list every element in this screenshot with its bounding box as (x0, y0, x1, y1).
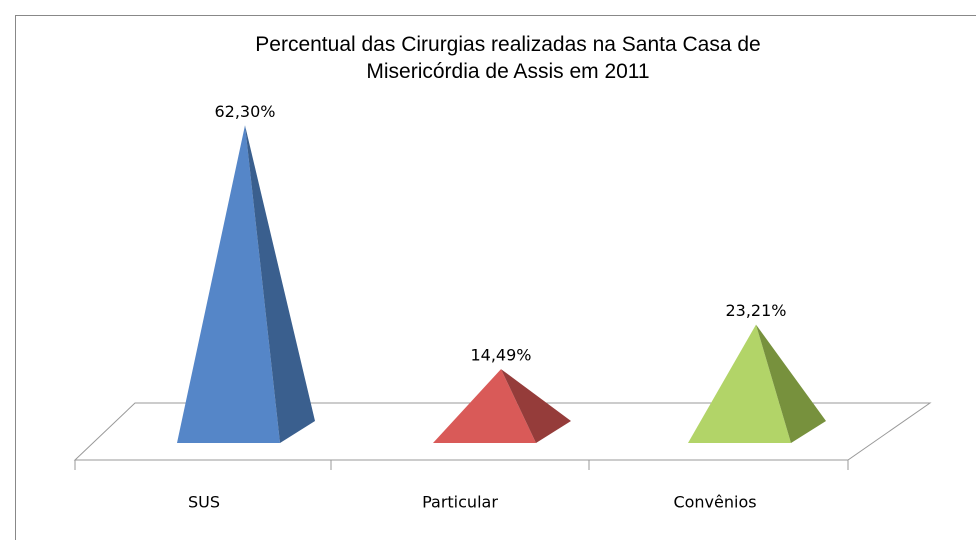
chart-border (15, 15, 976, 540)
pyramid (177, 125, 315, 444)
x-tick-label: Particular (422, 493, 498, 512)
pyramid (688, 324, 826, 443)
pyramid-front (177, 125, 280, 444)
axis-ticks (74, 460, 849, 470)
x-tick-label: Convênios (673, 493, 756, 512)
pyramid-side (756, 324, 826, 443)
pyramid-side (245, 125, 315, 444)
x-tick-label: SUS (188, 493, 220, 512)
value-label: 14,49% (470, 346, 531, 365)
value-label: 23,21% (725, 301, 786, 320)
pyramid-side (501, 369, 571, 443)
pyramid (433, 369, 571, 443)
value-label: 62,30% (214, 102, 275, 121)
pyramid-front (688, 324, 791, 443)
pyramid-front (433, 369, 536, 443)
chart-title: Percentual das Cirurgias realizadas na S… (255, 33, 760, 83)
